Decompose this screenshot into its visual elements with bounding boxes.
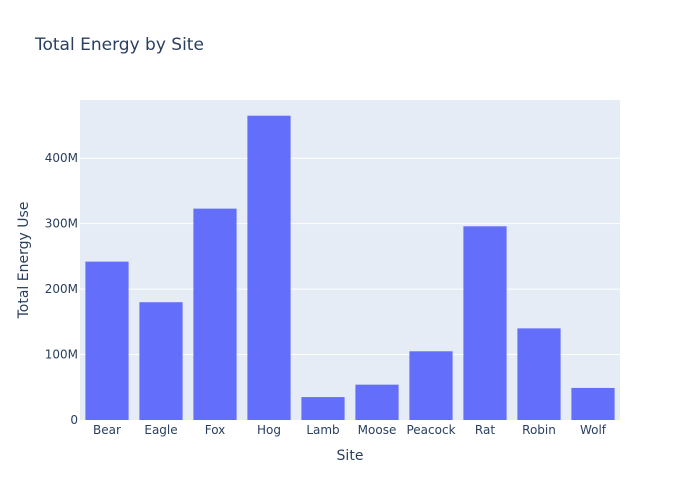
bar-rat	[463, 226, 507, 420]
chart-title: Total Energy by Site	[34, 35, 204, 55]
bar-eagle	[139, 302, 183, 420]
y-tick-label: 200M	[45, 282, 78, 296]
bar-bear	[85, 261, 129, 420]
bar-lamb	[301, 397, 345, 420]
bar-peacock	[409, 351, 453, 420]
x-axis-title: Site	[337, 448, 364, 464]
x-tick-label: Hog	[257, 423, 281, 437]
bar-wolf	[571, 387, 615, 420]
y-tick-label: 100M	[45, 348, 78, 362]
x-tick-label: Moose	[358, 423, 397, 437]
y-tick-label: 400M	[45, 151, 78, 165]
x-tick-label: Lamb	[306, 423, 339, 437]
x-tick-label: Rat	[475, 423, 495, 437]
bar-hog	[247, 115, 291, 421]
x-tick-label: Wolf	[580, 423, 607, 437]
bars	[85, 115, 615, 421]
bar-robin	[517, 328, 561, 420]
y-axis-ticks: 0 100M 200M 300M 400M	[45, 151, 78, 427]
x-axis-ticks: Bear Eagle Fox Hog Lamb Moose Peacock Rat Robin W…	[93, 423, 607, 437]
x-tick-label: Fox	[205, 423, 226, 437]
y-tick-label: 0	[70, 413, 78, 427]
y-axis-title: Total Energy Use	[16, 202, 32, 320]
x-tick-label: Eagle	[144, 423, 177, 437]
x-tick-label: Peacock	[406, 423, 455, 437]
bar-fox	[193, 208, 237, 420]
y-tick-label: 300M	[45, 217, 78, 231]
x-tick-label: Bear	[93, 423, 121, 437]
x-tick-label: Robin	[522, 423, 556, 437]
bar-moose	[355, 384, 399, 420]
